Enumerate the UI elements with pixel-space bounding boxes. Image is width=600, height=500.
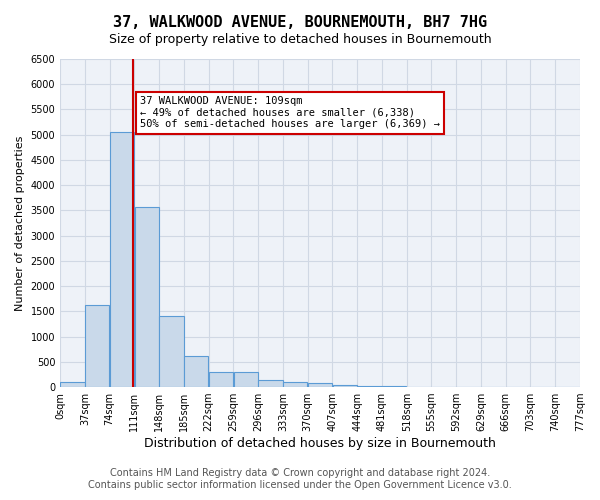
X-axis label: Distribution of detached houses by size in Bournemouth: Distribution of detached houses by size … [144, 437, 496, 450]
Bar [160, 316, 184, 387]
Text: Contains HM Land Registry data © Crown copyright and database right 2024.
Contai: Contains HM Land Registry data © Crown c… [88, 468, 512, 490]
Bar [110, 132, 134, 387]
Bar [382, 386, 406, 387]
Bar [283, 382, 307, 387]
Text: 37, WALKWOOD AVENUE, BOURNEMOUTH, BH7 7HG: 37, WALKWOOD AVENUE, BOURNEMOUTH, BH7 7H… [113, 15, 487, 30]
Text: 37 WALKWOOD AVENUE: 109sqm
← 49% of detached houses are smaller (6,338)
50% of s: 37 WALKWOOD AVENUE: 109sqm ← 49% of deta… [140, 96, 440, 130]
Bar [333, 384, 357, 387]
Text: Size of property relative to detached houses in Bournemouth: Size of property relative to detached ho… [109, 32, 491, 46]
Bar [259, 380, 283, 387]
Bar [61, 382, 85, 387]
Bar [407, 386, 431, 387]
Bar [209, 372, 233, 387]
Bar [308, 384, 332, 387]
Bar [233, 372, 258, 387]
Bar [358, 386, 382, 387]
Bar [134, 206, 159, 387]
Y-axis label: Number of detached properties: Number of detached properties [15, 136, 25, 310]
Bar [184, 356, 208, 387]
Bar [85, 306, 109, 387]
